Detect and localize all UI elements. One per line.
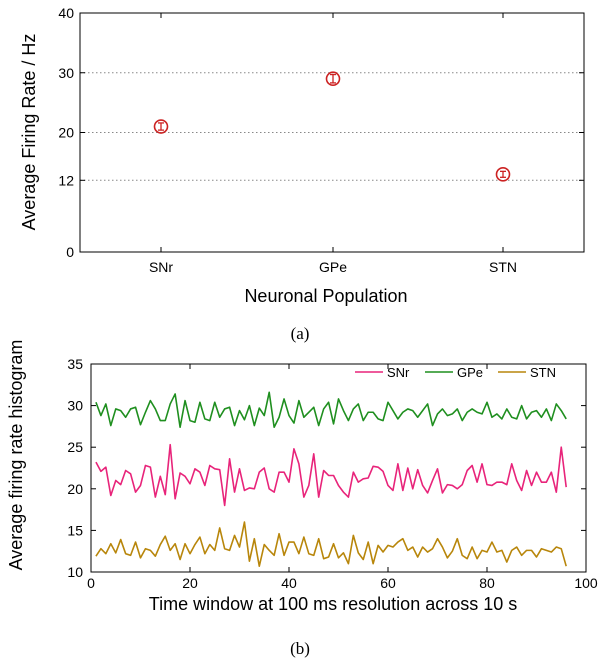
chart-b-caption: (b) [290, 639, 310, 658]
chart-a-x-tick-label: GPe [319, 259, 347, 275]
chart-b-x-tick-label: 60 [380, 575, 396, 591]
chart-a-y-tick-label: 12 [58, 172, 74, 188]
chart-a-marker [495, 167, 511, 182]
chart-a-x-tick-label: STN [489, 259, 517, 275]
chart-a-point-gpe [325, 71, 341, 87]
chart-a-point-stn [495, 167, 511, 182]
chart-b-y-tick-label: 10 [67, 564, 83, 580]
chart-b-y-ticks: 10 15 20 25 30 35 [67, 356, 586, 580]
chart-a-marker [325, 71, 341, 87]
chart-b-legend-label-stn: STN [530, 365, 556, 380]
chart-a-point-snr [153, 119, 169, 134]
chart-a-marker [153, 119, 169, 134]
chart-b-plot-frame [90, 363, 587, 573]
chart-a-x-ticks: SNr GPe STN [149, 13, 517, 275]
chart-b-series-line-snr [95, 443, 567, 507]
chart-b-y-tick-label: 15 [67, 522, 83, 538]
chart-b-series-lines [95, 391, 567, 567]
chart-b-y-tick-label: 35 [67, 356, 83, 372]
chart-b: 10 15 20 25 30 35 0 20 40 60 80 100 SNr GPe STN Aver… [6, 340, 598, 658]
chart-a-x-axis-title: Neuronal Population [244, 286, 407, 306]
chart-b-x-tick-label: 80 [479, 575, 495, 591]
chart-b-y-tick-label: 20 [67, 481, 83, 497]
chart-a-y-axis-title: Average Firing Rate / Hz [19, 34, 39, 231]
chart-a-y-ticks: 0 12 20 30 40 [58, 5, 584, 260]
chart-b-legend: SNr GPe STN [355, 365, 556, 380]
chart-a-y-tick-label: 30 [58, 65, 74, 81]
chart-a-y-tick-label: 20 [58, 125, 74, 141]
chart-b-x-axis-title: Time window at 100 ms resolution across … [149, 594, 518, 614]
chart-b-x-tick-label: 40 [281, 575, 297, 591]
chart-a: 0 12 20 30 40 SNr GPe STN Average Firing Rate … [19, 5, 585, 343]
chart-b-legend-label-gpe: GPe [457, 365, 483, 380]
chart-b-y-tick-label: 30 [67, 398, 83, 414]
chart-b-series-line-gpe [95, 391, 567, 429]
chart-a-y-tick-label: 0 [66, 244, 74, 260]
chart-b-x-tick-label: 0 [87, 575, 95, 591]
chart-a-caption: (a) [291, 324, 310, 343]
chart-b-series-line-stn [95, 521, 567, 567]
chart-b-x-ticks: 0 20 40 60 80 100 [87, 364, 598, 591]
chart-b-y-tick-label: 25 [67, 439, 83, 455]
chart-b-legend-label-snr: SNr [387, 365, 410, 380]
chart-a-markers [153, 71, 511, 182]
chart-b-x-tick-label: 100 [574, 575, 598, 591]
chart-b-y-axis-title: Average firing rate histogram [6, 340, 26, 571]
chart-a-x-tick-label: SNr [149, 259, 173, 275]
chart-a-y-tick-label: 40 [58, 5, 74, 21]
chart-a-gridlines [80, 72, 584, 181]
chart-b-x-tick-label: 20 [182, 575, 198, 591]
